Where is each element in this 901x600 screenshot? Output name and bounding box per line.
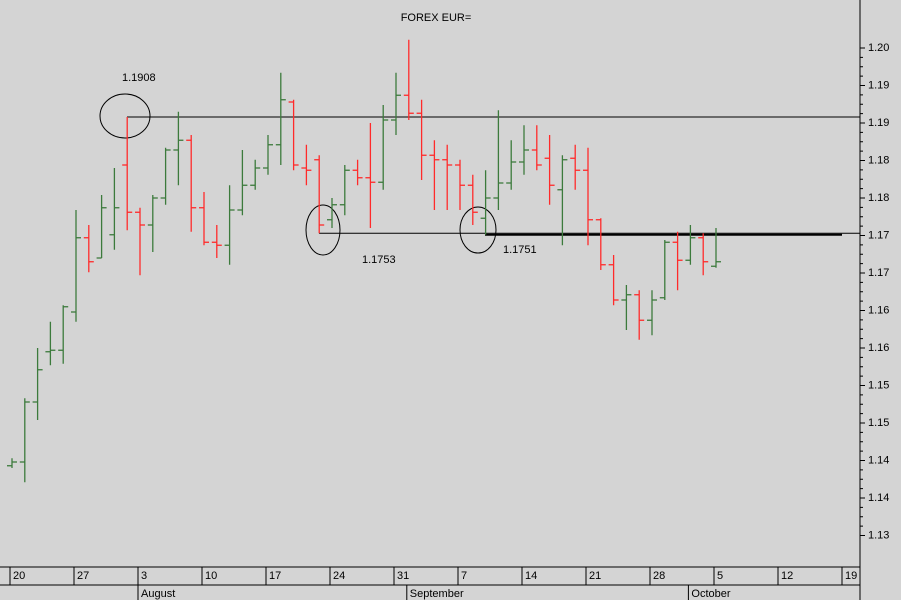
x-tick-label: 10	[205, 570, 217, 582]
x-tick-label: 5	[717, 570, 723, 582]
x-tick-label: 20	[13, 570, 25, 582]
x-tick-label: 31	[397, 570, 409, 582]
y-tick-label: 1.18	[868, 192, 889, 204]
chart-title: FOREX EUR=	[401, 12, 472, 24]
x-tick-label: 12	[781, 570, 793, 582]
y-tick-label: 1.14	[868, 492, 889, 504]
circle-marker	[99, 93, 151, 139]
y-tick-label: 1.19	[868, 79, 889, 91]
x-tick-label: 17	[269, 570, 281, 582]
level-label: 1.1908	[122, 72, 156, 84]
y-tick-label: 1.15	[868, 417, 889, 429]
y-tick-label: 1.16	[868, 304, 889, 316]
circle-marker	[305, 204, 341, 256]
y-tick-label: 1.17	[868, 267, 889, 279]
x-tick-label: 19	[845, 570, 857, 582]
y-tick-label: 1.20	[868, 42, 889, 54]
x-tick-label: 21	[589, 570, 601, 582]
x-tick-label: 3	[141, 570, 147, 582]
month-label: August	[141, 588, 175, 600]
y-tick-label: 1.13	[868, 529, 889, 541]
x-tick-label: 14	[525, 570, 537, 582]
y-tick-label: 1.16	[868, 342, 889, 354]
y-tick-label: 1.18	[868, 154, 889, 166]
x-tick-label: 24	[333, 570, 345, 582]
x-tick-label: 28	[653, 570, 665, 582]
month-label: October	[691, 588, 730, 600]
x-tick-label: 7	[461, 570, 467, 582]
level-label: 1.1753	[362, 254, 396, 266]
level-label: 1.1751	[503, 244, 537, 256]
month-label: September	[410, 588, 464, 600]
circle-marker	[459, 206, 497, 254]
x-tick-label: 27	[77, 570, 89, 582]
y-tick-label: 1.14	[868, 454, 889, 466]
y-tick-label: 1.19	[868, 117, 889, 129]
y-tick-label: 1.15	[868, 379, 889, 391]
y-tick-label: 1.17	[868, 229, 889, 241]
